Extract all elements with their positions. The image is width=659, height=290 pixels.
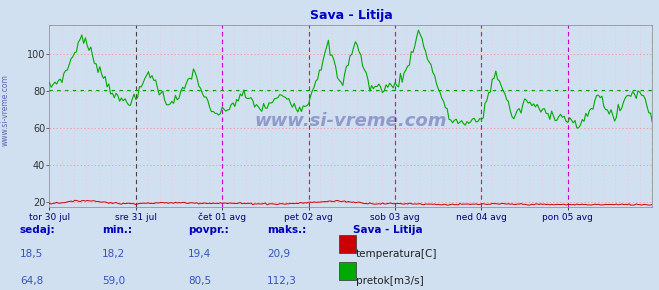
- Text: 112,3: 112,3: [267, 276, 297, 286]
- Text: min.:: min.:: [102, 225, 132, 235]
- Text: temperatura[C]: temperatura[C]: [356, 249, 438, 258]
- Text: Sava - Litija: Sava - Litija: [353, 225, 422, 235]
- Text: 80,5: 80,5: [188, 276, 211, 286]
- Text: 20,9: 20,9: [267, 249, 290, 258]
- Text: 19,4: 19,4: [188, 249, 211, 258]
- Text: povpr.:: povpr.:: [188, 225, 229, 235]
- Text: 64,8: 64,8: [20, 276, 43, 286]
- Title: Sava - Litija: Sava - Litija: [310, 9, 392, 22]
- Text: 18,5: 18,5: [20, 249, 43, 258]
- Bar: [339, 262, 356, 280]
- Text: sedaj:: sedaj:: [20, 225, 55, 235]
- Text: 18,2: 18,2: [102, 249, 125, 258]
- Text: www.si-vreme.com: www.si-vreme.com: [1, 74, 10, 146]
- Text: pretok[m3/s]: pretok[m3/s]: [356, 276, 424, 286]
- Text: 59,0: 59,0: [102, 276, 125, 286]
- Text: maks.:: maks.:: [267, 225, 306, 235]
- Bar: [339, 235, 356, 253]
- Text: www.si-vreme.com: www.si-vreme.com: [254, 113, 447, 130]
